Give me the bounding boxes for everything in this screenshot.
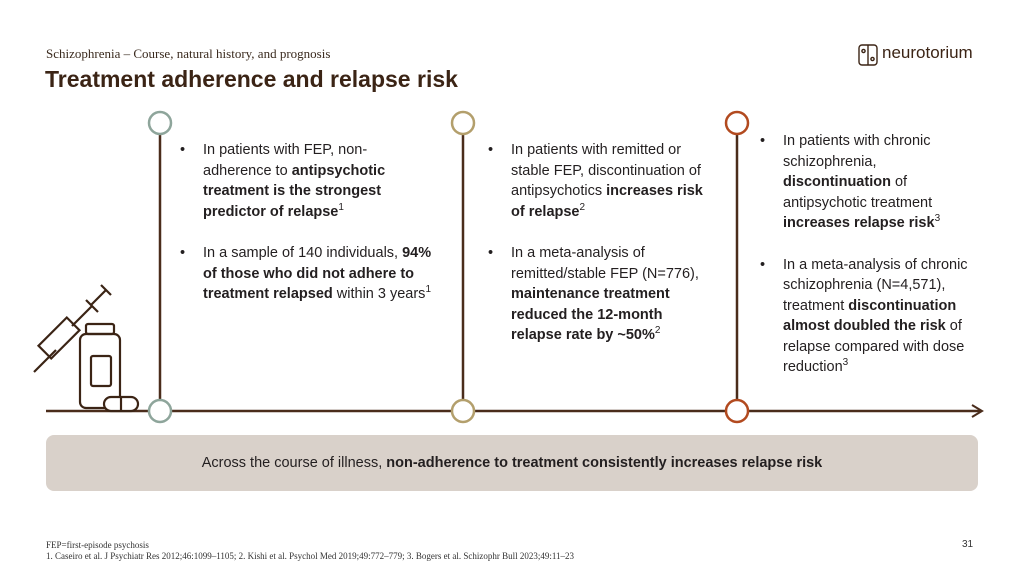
text-run: Across the course of illness, xyxy=(201,455,387,471)
bullet: In patients with chronic schizophrenia, … xyxy=(760,131,982,234)
text-run: maintenance treatment reduced the 12-mon… xyxy=(511,286,670,343)
bullet: In a meta-analysis of remitted/stable FE… xyxy=(488,243,716,346)
timeline-nodes xyxy=(147,110,750,424)
summary-banner: Across the course of illness, non-adhere… xyxy=(46,435,978,491)
abbreviation: FEP=first-episode psychosis xyxy=(46,540,149,550)
bullet: In a meta-analysis of chronic schizophre… xyxy=(760,255,982,378)
text-run: discontinuation almost doubled the risk xyxy=(783,297,957,335)
text-run: In patients with FEP, non-adherence to xyxy=(203,142,368,179)
citation: 3 xyxy=(842,357,849,369)
text-run: In a meta-analysis of chronic schizophre… xyxy=(783,256,968,314)
text-run: increases risk of relapse xyxy=(511,183,703,220)
text-run: antipsychotic treatment is the strongest… xyxy=(203,162,386,220)
references: 1. Caseiro et al. J Psychiatr Res 2012;4… xyxy=(46,551,575,561)
text-run: non-adherence to treatment consistently … xyxy=(386,455,823,471)
logo: neurotorium xyxy=(882,43,973,62)
text-run: 94% of those who did not adhere to treat… xyxy=(203,245,432,302)
column-3: In patients with chronic schizophrenia, … xyxy=(760,131,982,399)
citation: 1 xyxy=(425,284,431,296)
medication-icon xyxy=(33,284,140,413)
logo-icon xyxy=(858,44,878,66)
text-run: In a sample of 140 individuals, xyxy=(203,245,403,261)
banner-text: Across the course of illness, non-adhere… xyxy=(202,455,823,471)
text-run: discontinuation xyxy=(783,174,891,190)
citation: 2 xyxy=(579,201,586,213)
column-1: In patients with FEP, non-adherence to a… xyxy=(180,140,435,326)
text-run: of relapse compared with dose reduction xyxy=(783,318,965,375)
subtitle: Schizophrenia – Course, natural history,… xyxy=(46,46,331,61)
timeline xyxy=(46,135,984,418)
citation: 2 xyxy=(654,325,661,337)
title: Treatment adherence and relapse risk xyxy=(45,66,458,92)
text-run: In patients with remitted or stable FEP,… xyxy=(511,142,701,199)
citation: 3 xyxy=(934,213,941,225)
bullet: In patients with remitted or stable FEP,… xyxy=(488,140,716,222)
citation: 1 xyxy=(338,201,344,213)
bullet: In a sample of 140 individuals, 94% of t… xyxy=(180,243,435,305)
page-number: 31 xyxy=(962,539,974,550)
column-2: In patients with remitted or stable FEP,… xyxy=(488,140,716,367)
text-run: of antipsychotic treatment xyxy=(783,174,933,211)
bullet: In patients with FEP, non-adherence to a… xyxy=(180,140,435,222)
text-run: In a meta-analysis of remitted/stable FE… xyxy=(511,245,699,282)
text-run: In patients with chronic schizophrenia, xyxy=(783,133,931,170)
text-run: within 3 years xyxy=(332,286,426,302)
text-run: increases relapse risk xyxy=(783,215,935,231)
